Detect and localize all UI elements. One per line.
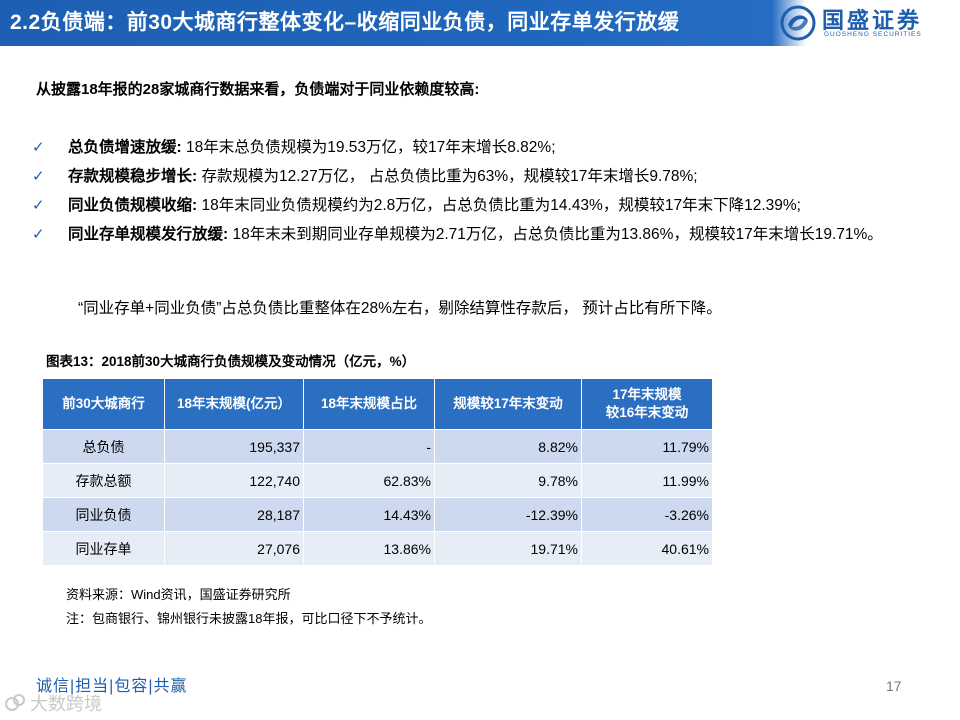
watermark-logo-icon — [5, 694, 25, 711]
logo-icon — [780, 5, 816, 41]
logo-english-name: GUOSHENG SECURITIES — [824, 31, 922, 38]
bullet-key: 同业存单规模发行放缓: — [68, 226, 229, 243]
check-icon: ✓ — [32, 168, 45, 185]
table-cell: 11.79% — [581, 429, 713, 464]
table-cell: 总负债 — [42, 429, 165, 464]
bullet-key: 同业负债规模收缩: — [68, 197, 198, 214]
column-header: 前30大城商行 — [42, 378, 165, 430]
figure-title: 图表13：2018前30大城商行负债规模及变动情况（亿元，%） — [46, 354, 416, 369]
table-cell: 13.86% — [303, 531, 435, 566]
source-notes: 资料来源：Wind资讯，国盛证券研究所 注：包商银行、锦州银行未披露18年报，可… — [66, 583, 431, 631]
table-cell: 122,740 — [164, 463, 304, 498]
table-cell: 28,187 — [164, 497, 304, 532]
column-header: 18年末规模(亿元） — [164, 378, 304, 430]
table-cell: 存款总额 — [42, 463, 165, 498]
table-cell: 19.71% — [434, 531, 582, 566]
page-number: 17 — [886, 678, 902, 694]
column-header: 17年末规模 较16年末变动 — [581, 378, 713, 430]
table-cell: - — [303, 429, 435, 464]
table-row: 存款总额 122,740 62.83% 9.78% 11.99% — [42, 463, 713, 498]
column-header-line: 17年末规模 — [612, 387, 682, 402]
footer-motto: 诚信|担当|包容|共赢 — [36, 678, 188, 695]
bullet-text: 存款规模为12.27万亿， 占总负债比重为63%，规模较17年末增长9.78%; — [197, 168, 698, 185]
column-header: 18年末规模占比 — [303, 378, 435, 430]
table-cell: 同业负债 — [42, 497, 165, 532]
bullet-text: 18年末未到期同业存单规模为2.71万亿，占总负债比重为13.86%，规模较17… — [228, 226, 883, 243]
header-bar: 2.2负债端：前30大城商行整体变化–收缩同业负债，同业存单发行放缓 国盛证券 … — [0, 0, 960, 46]
check-icon: ✓ — [32, 197, 45, 214]
bullet-list: ✓ 总负债增速放缓: 18年末总负债规模为19.53万亿，较17年末增长8.82%… — [32, 136, 937, 252]
table-row: 同业存单 27,076 13.86% 19.71% 40.61% — [42, 531, 713, 566]
watermark-text: 大数跨境 — [30, 694, 102, 714]
bullet-item: ✓ 同业负债规模收缩: 18年末同业负债规模约为2.8万亿，占总负债比重为14.4… — [32, 194, 937, 217]
source-text: 资料来源：Wind资讯，国盛证券研究所 — [66, 587, 291, 602]
intro-text: 从披露18年报的28家城商行数据来看，负债端对于同业依赖度较高: — [36, 81, 480, 98]
table-row: 总负债 195,337 - 8.82% 11.79% — [42, 429, 713, 464]
data-table: 前30大城商行 18年末规模(亿元） 18年末规模占比 规模较17年末变动 17… — [42, 378, 713, 566]
table-cell: 40.61% — [581, 531, 713, 566]
table-cell: 27,076 — [164, 531, 304, 566]
bullet-key: 总负债增速放缓: — [68, 139, 182, 156]
brand-logo: 国盛证券 GUOSHENG SECURITIES — [772, 0, 960, 46]
bullet-text: 18年末同业负债规模约为2.8万亿，占总负债比重为14.43%，规模较17年末下… — [197, 197, 801, 214]
bullet-key: 存款规模稳步增长: — [68, 168, 198, 185]
footnote-text: 注：包商银行、锦州银行未披露18年报，可比口径下不予统计。 — [66, 611, 432, 626]
table-cell: 14.43% — [303, 497, 435, 532]
table-cell: 8.82% — [434, 429, 582, 464]
table-header-row: 前30大城商行 18年末规模(亿元） 18年末规模占比 规模较17年末变动 17… — [42, 378, 713, 430]
check-icon: ✓ — [32, 139, 45, 156]
table-cell: -3.26% — [581, 497, 713, 532]
watermark: 大数跨境 — [4, 690, 102, 716]
table-cell: 62.83% — [303, 463, 435, 498]
table-cell: 同业存单 — [42, 531, 165, 566]
table-cell: 195,337 — [164, 429, 304, 464]
column-header: 规模较17年末变动 — [434, 378, 582, 430]
column-header-line: 较16年末变动 — [605, 405, 689, 420]
bullet-text: 18年末总负债规模为19.53万亿，较17年末增长8.82%; — [181, 139, 556, 156]
logo-name: 国盛证券 — [822, 9, 923, 34]
bullet-item: ✓ 同业存单规模发行放缓: 18年末未到期同业存单规模为2.71万亿，占总负债比重… — [32, 223, 937, 246]
table-cell: 11.99% — [581, 463, 713, 498]
table-cell: 9.78% — [434, 463, 582, 498]
table-cell: -12.39% — [434, 497, 582, 532]
note-line: “同业存单+同业负债”占总负债比重整体在28%左右，剔除结算性存款后， 预计占比… — [78, 300, 722, 317]
check-icon: ✓ — [32, 226, 45, 243]
bullet-item: ✓ 存款规模稳步增长: 存款规模为12.27万亿， 占总负债比重为63%，规模较1… — [32, 165, 937, 188]
page-title: 2.2负债端：前30大城商行整体变化–收缩同业负债，同业存单发行放缓 — [10, 11, 680, 34]
bullet-item: ✓ 总负债增速放缓: 18年末总负债规模为19.53万亿，较17年末增长8.82%… — [32, 136, 937, 159]
table-row: 同业负债 28,187 14.43% -12.39% -3.26% — [42, 497, 713, 532]
